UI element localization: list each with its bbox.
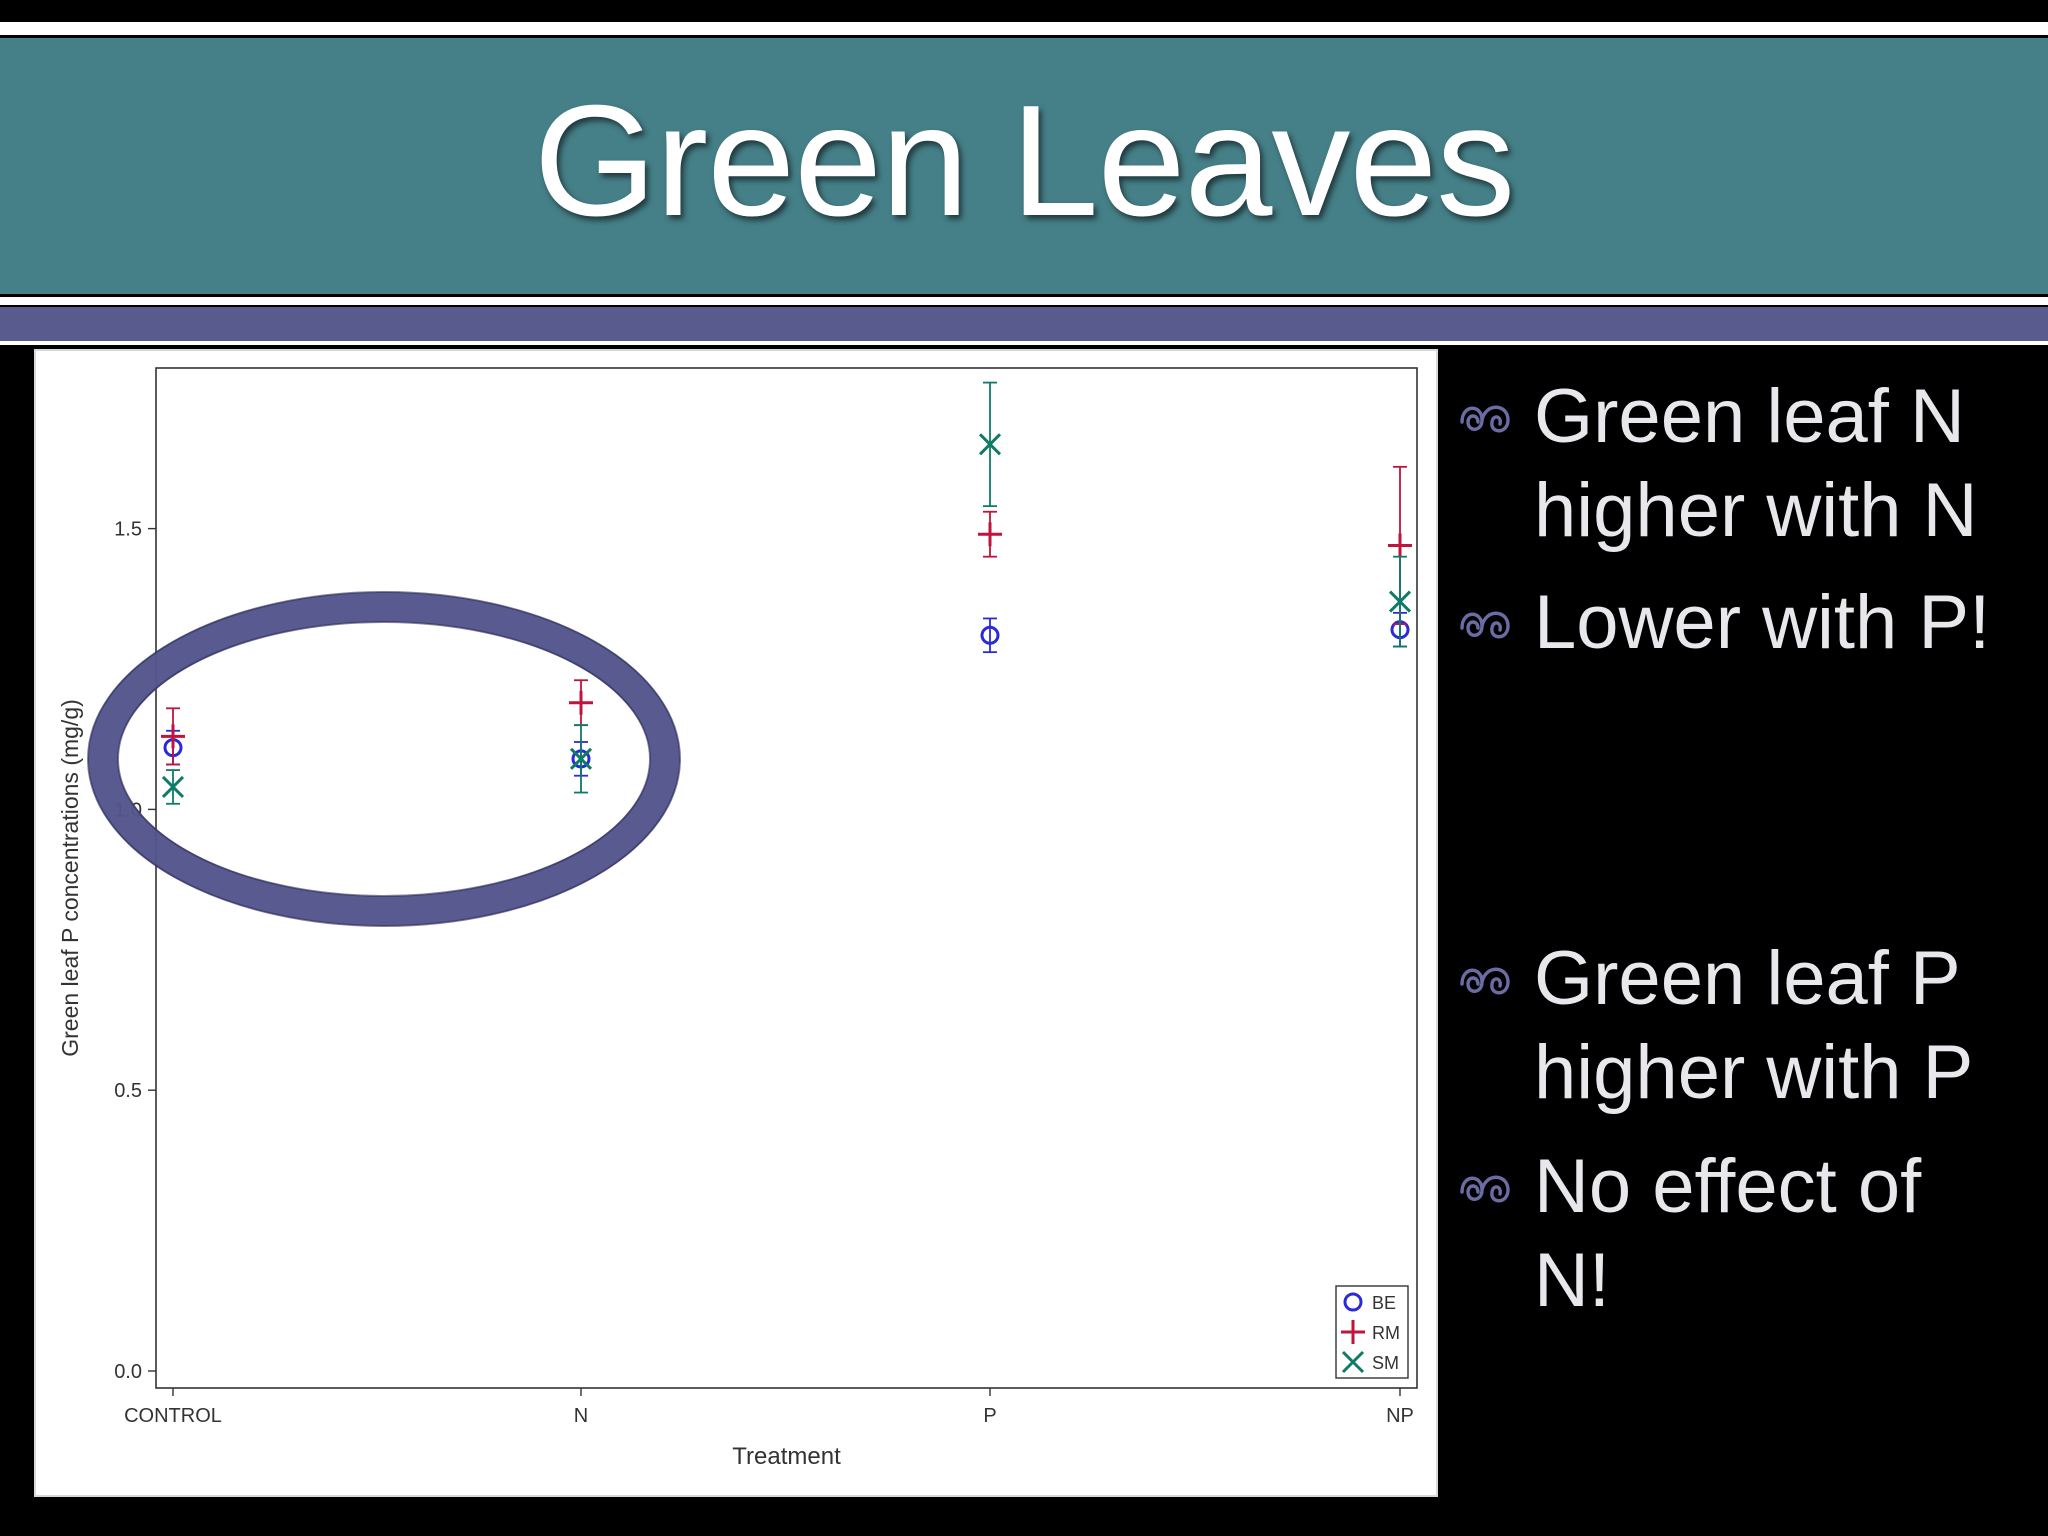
top-divider <box>0 22 2048 35</box>
accent-band <box>0 307 2048 341</box>
x-tick-label: N <box>574 1405 588 1427</box>
x-tick-label: NP <box>1386 1405 1414 1427</box>
bullet-line: higher with P <box>1534 1030 1974 1115</box>
data-point-rm <box>1388 533 1412 558</box>
legend-label: SM <box>1372 1353 1399 1373</box>
bullet-line: Green leaf N <box>1534 374 1965 459</box>
data-point-rm <box>978 522 1002 547</box>
legend-marker-rm <box>1341 1320 1365 1344</box>
chart-figure: 0.0 0.5 1.0 1.5 CONTROL N P NP Treatment Green le… <box>36 351 1436 1495</box>
highlight-ellipse <box>88 592 680 926</box>
data-point-sm <box>1388 590 1412 613</box>
data-point-rm <box>161 724 185 749</box>
bullet-line: N! <box>1534 1238 1610 1323</box>
x-tick-label: P <box>983 1405 996 1427</box>
legend-label: BE <box>1372 1293 1396 1313</box>
legend-marker-be <box>1343 1292 1363 1312</box>
legend-marker-sm <box>1341 1350 1365 1374</box>
data-point-rm <box>569 690 593 715</box>
title-divider <box>0 297 2048 305</box>
highlight-ellipse-outline <box>87 591 681 927</box>
bullet-line: Green leaf P <box>1534 936 1961 1021</box>
swirl-bullet-icon <box>1460 611 1510 639</box>
y-tick-label: 0.5 <box>114 1080 142 1102</box>
title-band: Green Leaves <box>0 38 2048 294</box>
plot-frame <box>155 367 1418 1389</box>
data-point-sm <box>161 775 185 798</box>
data-point-be <box>980 625 1000 645</box>
swirl-bullet-icon <box>1460 405 1510 433</box>
bullet-line: Lower with P! <box>1534 580 1991 665</box>
legend-label: RM <box>1372 1323 1400 1343</box>
bullet-line: higher with N <box>1534 468 1978 553</box>
y-axis-label: Green leaf P concentrations (mg/g) <box>57 699 83 1057</box>
y-tick-label: 1.5 <box>114 519 142 541</box>
bullet-line: No effect of <box>1534 1144 1922 1229</box>
accent-divider <box>0 341 2048 345</box>
swirl-bullet-icon <box>1460 967 1510 995</box>
x-tick-label: CONTROL <box>124 1405 222 1427</box>
data-point-sm <box>978 433 1002 456</box>
y-tick-label: 0.0 <box>114 1361 142 1383</box>
highlight-ellipse-outline <box>117 621 651 897</box>
data-point-sm <box>569 747 593 770</box>
slide-title: Green Leaves <box>533 73 1516 249</box>
x-axis-label: Treatment <box>732 1443 841 1470</box>
swirl-bullet-icon <box>1460 1175 1510 1203</box>
